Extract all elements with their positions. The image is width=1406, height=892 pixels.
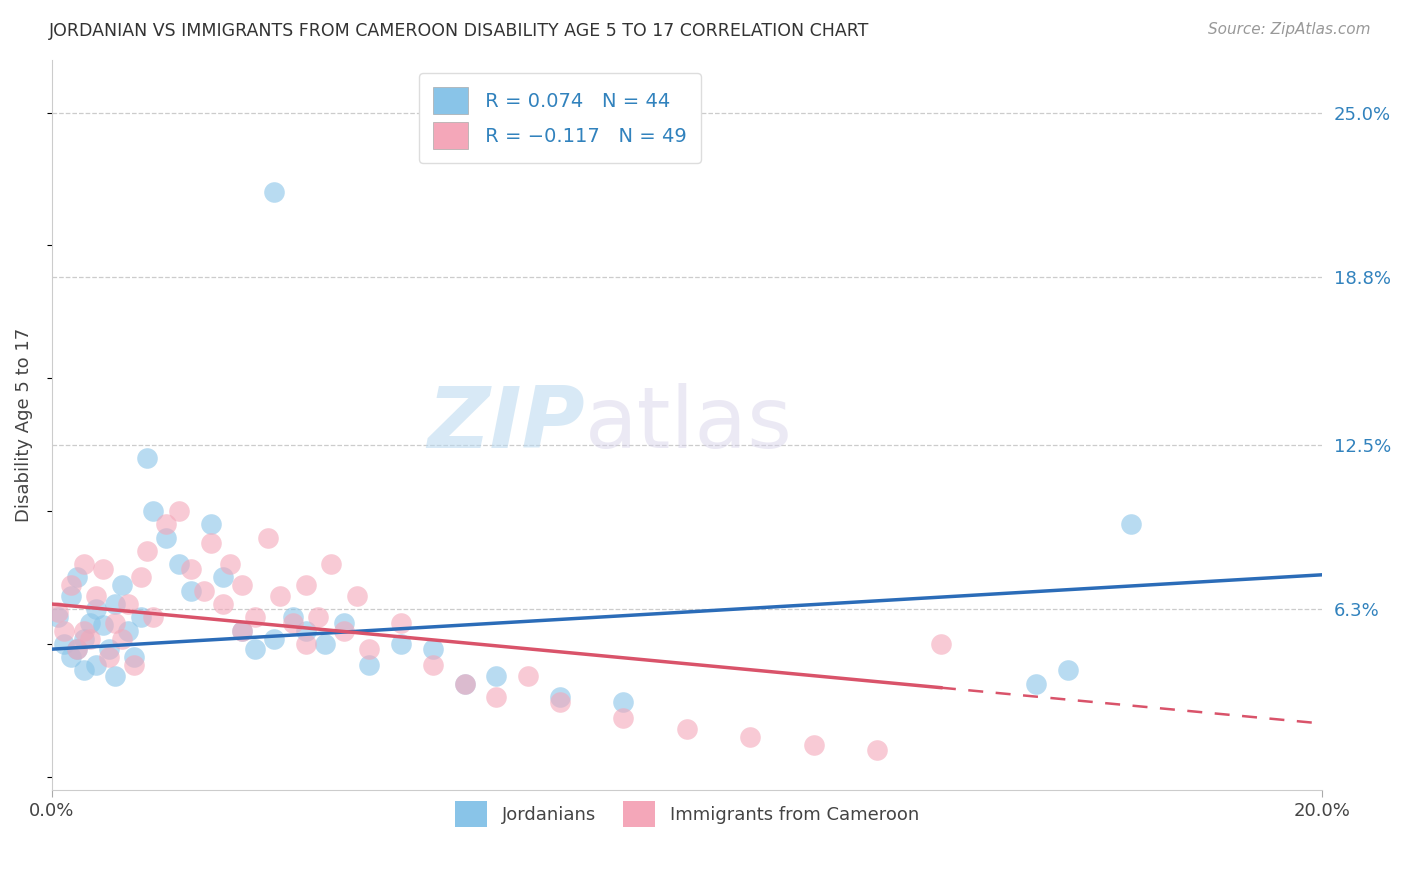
- Point: [53, 637, 76, 651]
- Point: [294, 624, 316, 638]
- Point: [269, 589, 291, 603]
- Point: [281, 615, 304, 630]
- Point: [59, 650, 82, 665]
- Point: [180, 562, 202, 576]
- Point: [46, 605, 69, 619]
- Point: [84, 589, 107, 603]
- Text: atlas: atlas: [585, 384, 793, 467]
- Point: [59, 578, 82, 592]
- Point: [104, 597, 127, 611]
- Point: [485, 690, 508, 704]
- Point: [218, 557, 240, 571]
- Point: [263, 632, 285, 646]
- Point: [104, 615, 127, 630]
- Text: Source: ZipAtlas.com: Source: ZipAtlas.com: [1208, 22, 1371, 37]
- Point: [231, 624, 253, 638]
- Point: [200, 536, 222, 550]
- Point: [314, 637, 336, 651]
- Point: [53, 624, 76, 638]
- Point: [142, 504, 165, 518]
- Point: [359, 642, 381, 657]
- Point: [59, 589, 82, 603]
- Point: [612, 711, 634, 725]
- Point: [243, 610, 266, 624]
- Point: [84, 658, 107, 673]
- Point: [333, 615, 356, 630]
- Point: [517, 669, 540, 683]
- Point: [91, 618, 114, 632]
- Point: [167, 504, 190, 518]
- Point: [740, 730, 762, 744]
- Point: [929, 637, 952, 651]
- Y-axis label: Disability Age 5 to 17: Disability Age 5 to 17: [15, 327, 32, 522]
- Point: [129, 610, 152, 624]
- Point: [72, 624, 94, 638]
- Point: [422, 642, 444, 657]
- Point: [110, 578, 132, 592]
- Point: [104, 669, 127, 683]
- Point: [321, 557, 343, 571]
- Point: [117, 597, 139, 611]
- Point: [117, 624, 139, 638]
- Point: [422, 658, 444, 673]
- Point: [1121, 517, 1143, 532]
- Point: [72, 664, 94, 678]
- Point: [548, 690, 571, 704]
- Point: [66, 642, 89, 657]
- Point: [548, 695, 571, 709]
- Point: [308, 610, 330, 624]
- Point: [676, 722, 699, 736]
- Point: [1057, 664, 1080, 678]
- Point: [136, 544, 159, 558]
- Text: ZIP: ZIP: [427, 384, 585, 467]
- Point: [243, 642, 266, 657]
- Point: [359, 658, 381, 673]
- Point: [281, 610, 304, 624]
- Text: JORDANIAN VS IMMIGRANTS FROM CAMEROON DISABILITY AGE 5 TO 17 CORRELATION CHART: JORDANIAN VS IMMIGRANTS FROM CAMEROON DI…: [49, 22, 869, 40]
- Point: [389, 615, 412, 630]
- Point: [294, 637, 316, 651]
- Point: [212, 597, 235, 611]
- Point: [66, 570, 89, 584]
- Point: [453, 676, 475, 690]
- Point: [263, 186, 285, 200]
- Point: [193, 583, 215, 598]
- Point: [1025, 676, 1047, 690]
- Point: [389, 637, 412, 651]
- Point: [136, 450, 159, 465]
- Point: [212, 570, 235, 584]
- Point: [72, 557, 94, 571]
- Point: [110, 632, 132, 646]
- Point: [66, 642, 89, 657]
- Point: [231, 624, 253, 638]
- Point: [155, 531, 177, 545]
- Point: [124, 658, 146, 673]
- Point: [142, 610, 165, 624]
- Point: [124, 650, 146, 665]
- Point: [256, 531, 278, 545]
- Point: [612, 695, 634, 709]
- Point: [129, 570, 152, 584]
- Point: [72, 632, 94, 646]
- Legend: Jordanians, Immigrants from Cameroon: Jordanians, Immigrants from Cameroon: [446, 792, 928, 836]
- Point: [91, 562, 114, 576]
- Point: [333, 624, 356, 638]
- Point: [453, 676, 475, 690]
- Point: [866, 743, 889, 757]
- Point: [294, 578, 316, 592]
- Point: [200, 517, 222, 532]
- Point: [46, 610, 69, 624]
- Point: [231, 578, 253, 592]
- Point: [97, 642, 120, 657]
- Point: [485, 669, 508, 683]
- Point: [803, 738, 825, 752]
- Point: [167, 557, 190, 571]
- Point: [346, 589, 368, 603]
- Point: [97, 650, 120, 665]
- Point: [155, 517, 177, 532]
- Point: [84, 602, 107, 616]
- Point: [79, 615, 101, 630]
- Point: [180, 583, 202, 598]
- Point: [79, 632, 101, 646]
